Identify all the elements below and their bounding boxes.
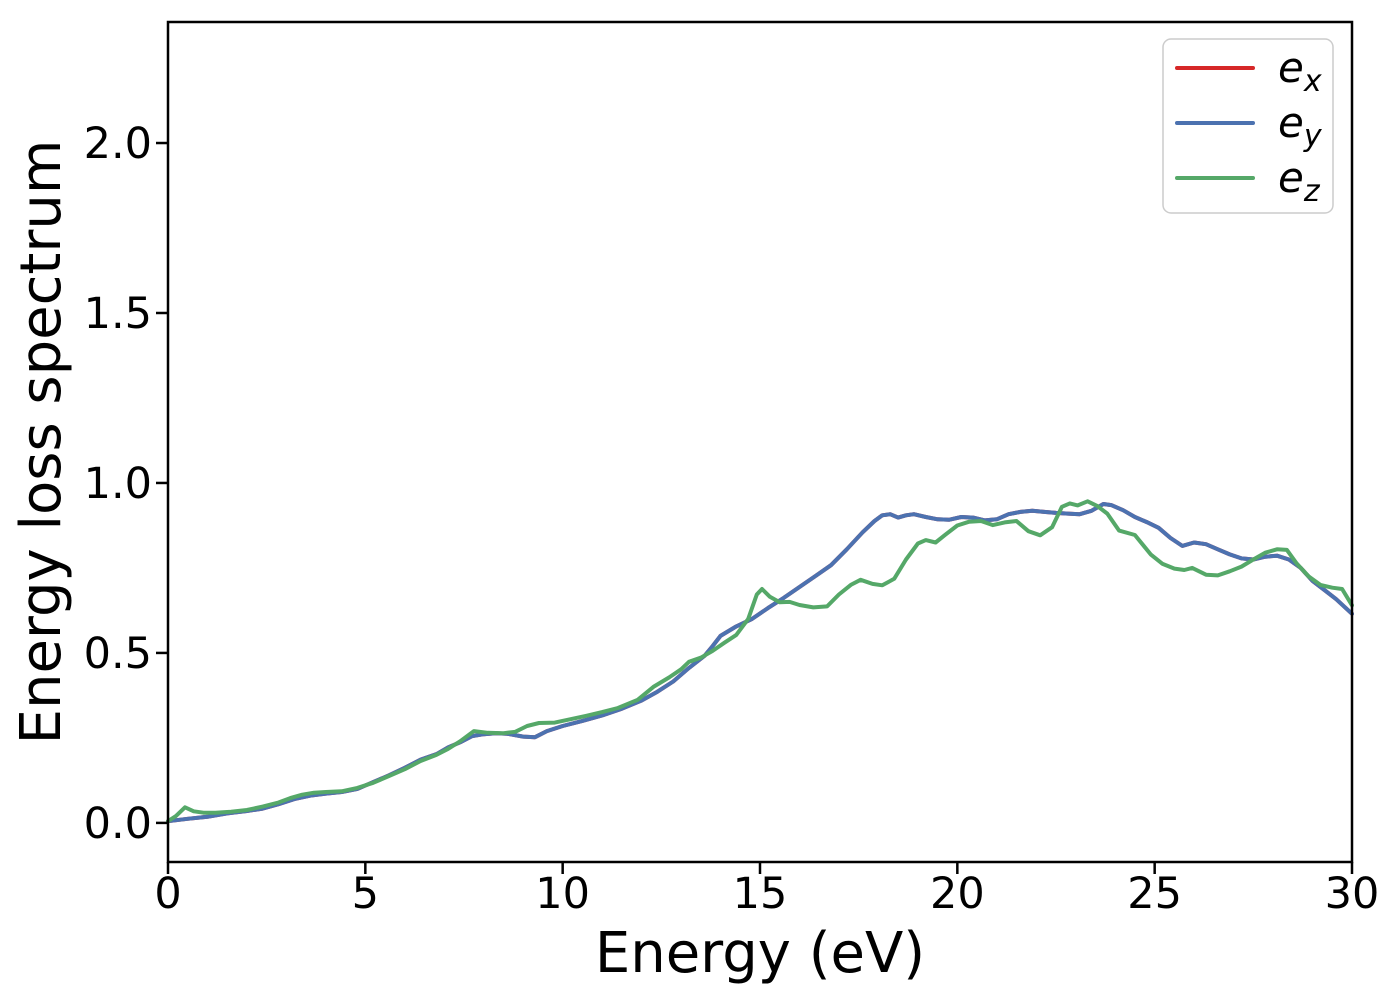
x-tick-label: 30 bbox=[1325, 869, 1380, 919]
legend-box bbox=[1162, 38, 1334, 214]
x-tick-label: 25 bbox=[1127, 869, 1182, 919]
y-axis-title: Energy loss spectrum bbox=[9, 140, 74, 745]
legend-label-ey: ey bbox=[1278, 98, 1323, 154]
y-tick-label: 1.0 bbox=[84, 459, 152, 509]
y-tick-label: 0.5 bbox=[84, 629, 152, 679]
x-tick-label: 5 bbox=[352, 869, 379, 919]
x-tick-label: 20 bbox=[930, 869, 985, 919]
x-tick-label: 10 bbox=[535, 869, 590, 919]
x-tick-label: 15 bbox=[733, 869, 788, 919]
x-axis-title: Energy (eV) bbox=[595, 921, 925, 986]
legend-label-ez: ez bbox=[1278, 153, 1321, 209]
y-tick-label: 1.5 bbox=[84, 289, 152, 339]
x-tick-label: 0 bbox=[154, 869, 181, 919]
series-line-e_z bbox=[166, 499, 1354, 824]
series-line-e_y bbox=[166, 502, 1354, 824]
y-tick-label: 0.0 bbox=[84, 799, 152, 849]
y-tick-label: 2.0 bbox=[84, 119, 152, 169]
series-lines bbox=[166, 499, 1354, 824]
legend-label-ex: ex bbox=[1278, 43, 1322, 99]
series-line-e_x bbox=[166, 502, 1354, 824]
